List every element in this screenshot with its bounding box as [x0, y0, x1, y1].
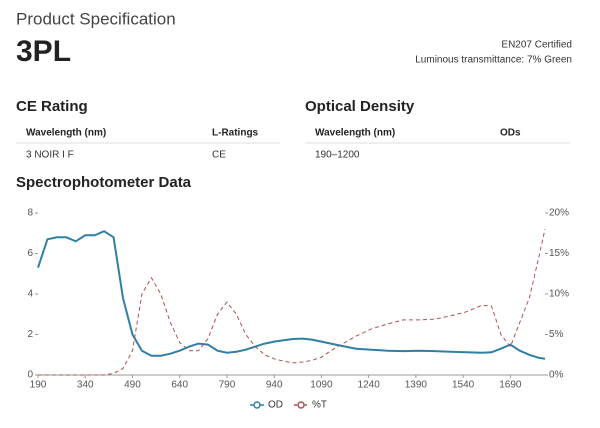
- chart-title: Spectrophotometer Data: [16, 174, 192, 191]
- legend-label: %T: [312, 400, 327, 411]
- x-tick-label: 1540: [452, 380, 475, 391]
- x-tick-label: 1690: [499, 380, 522, 391]
- y2-tick-label: 15%: [549, 248, 569, 259]
- x-tick-label: 190: [30, 380, 47, 391]
- legend-marker: [297, 401, 305, 409]
- series-line: [37, 230, 546, 360]
- y2-tick-label: 0%: [549, 370, 564, 381]
- table-cell: 3 NOIR I F: [26, 150, 74, 161]
- x-tick-label: 790: [219, 380, 236, 391]
- legend-label: OD: [268, 400, 283, 411]
- section-title: Optical Density: [305, 98, 415, 115]
- x-tick-label: 490: [124, 380, 141, 391]
- y-tick-label: 2: [27, 329, 33, 340]
- y-tick-label: 4: [27, 289, 33, 300]
- x-tick-label: 940: [266, 380, 283, 391]
- y2-tick-label: 20%: [549, 208, 569, 219]
- y-tick-label: 6: [27, 248, 33, 259]
- y2-tick-label: 10%: [549, 289, 569, 300]
- table-cell: CE: [212, 150, 226, 161]
- column-header: Wavelength (nm): [315, 128, 395, 139]
- legend-marker: [253, 401, 261, 409]
- column-header: L-Ratings: [212, 128, 259, 139]
- y2-tick-label: 5%: [549, 329, 564, 340]
- x-tick-label: 1390: [405, 380, 428, 391]
- x-tick-label: 1240: [358, 380, 381, 391]
- column-header: ODs: [500, 128, 521, 139]
- x-tick-label: 340: [77, 380, 94, 391]
- column-header: Wavelength (nm): [26, 128, 106, 139]
- product-name: 3PL: [16, 35, 71, 68]
- x-tick-label: 640: [171, 380, 188, 391]
- y-tick-label: 0: [27, 370, 33, 381]
- x-tick-label: 1090: [310, 380, 333, 391]
- certification: EN207 Certified: [501, 40, 572, 51]
- section-title: CE Rating: [16, 98, 88, 115]
- y-tick-label: 8: [27, 208, 33, 219]
- transmittance: Luminous transmittance: 7% Green: [415, 55, 572, 66]
- page-title: Product Specification: [16, 9, 176, 28]
- table-cell: 190–1200: [315, 150, 360, 161]
- series-line: [38, 229, 546, 376]
